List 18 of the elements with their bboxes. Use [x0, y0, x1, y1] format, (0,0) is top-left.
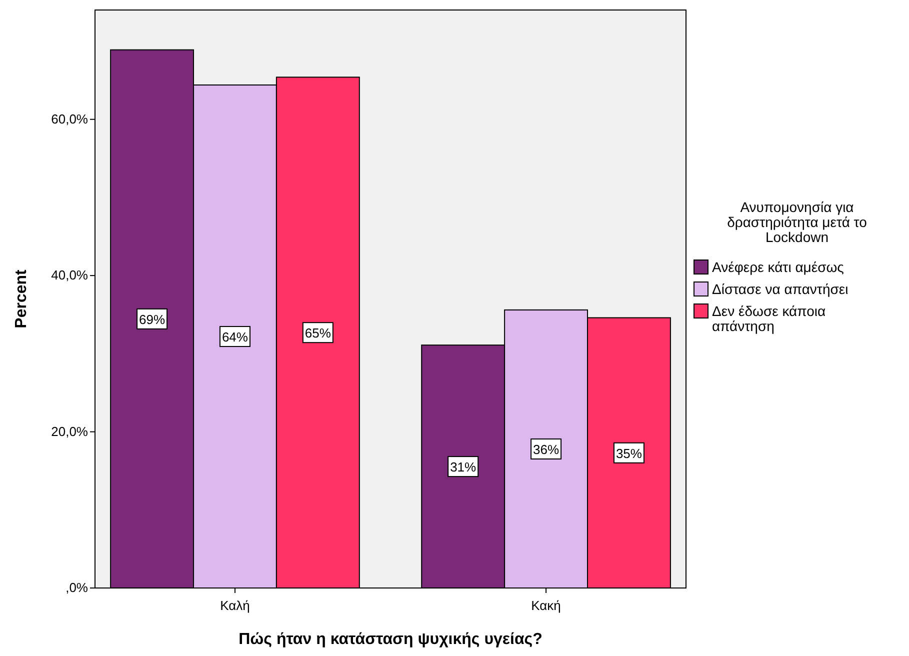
x-axis-title: Πώς ήταν η κατάσταση ψυχικής υγείας? — [238, 631, 542, 648]
legend-title: Ανυπομονησία για δραστηριότητα μετά το Lockdown — [727, 199, 868, 245]
data-label: 69% — [139, 312, 166, 327]
y-tick-label: ,0% — [66, 580, 88, 595]
legend-label: Δεν έδωσε κάποια απάντηση — [712, 303, 826, 334]
legend-label: Δίστασε να απαντήσει — [712, 281, 848, 297]
data-label: 31% — [450, 460, 477, 475]
y-tick-label: 40,0% — [51, 268, 88, 283]
y-tick-label: 20,0% — [51, 424, 88, 439]
x-tick-label: Καλή — [220, 598, 250, 613]
data-label: 35% — [616, 446, 642, 461]
x-tick-label: Κακή — [531, 598, 561, 613]
data-label: 65% — [304, 326, 332, 341]
data-label: 64% — [222, 329, 248, 344]
legend-label: Ανέφερε κάτι αμέσως — [712, 259, 844, 275]
data-label: 36% — [533, 442, 560, 457]
y-axis-title: Percent — [13, 268, 30, 328]
y-tick-label: 60,0% — [51, 111, 88, 126]
